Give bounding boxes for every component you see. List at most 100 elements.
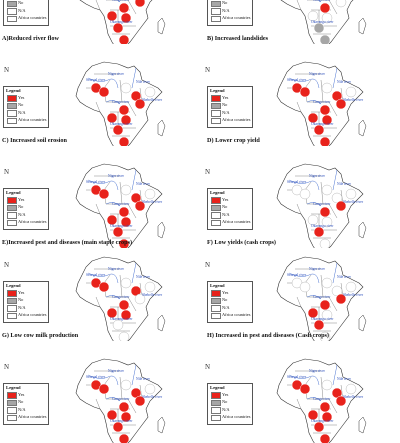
site-point [118, 401, 130, 413]
site-point [120, 379, 132, 391]
map-panel: Niger river Nile river Congo river Okavango… [0, 160, 199, 248]
site-point [112, 124, 124, 136]
river-label: Okavango river [311, 419, 334, 423]
legend-item: Africa countries [7, 312, 47, 319]
madagascar-outline [358, 314, 367, 332]
legend-label: Yes [18, 391, 25, 397]
river-label: Okavango river [110, 317, 133, 321]
legend-swatch [7, 219, 17, 226]
site-point [106, 112, 118, 124]
legend-label: Africa countries [18, 414, 47, 419]
river-label: Okavango river [110, 419, 133, 423]
legend-swatch [7, 117, 17, 124]
country-border [95, 0, 101, 11]
madagascar-outline [157, 221, 166, 239]
river-label: Congo river [112, 100, 130, 104]
country-border [95, 296, 101, 308]
site-point [118, 206, 130, 218]
site-point [319, 238, 331, 248]
legend-swatch [211, 290, 221, 297]
legend-item: Africa countries [211, 312, 251, 319]
site-point [118, 331, 130, 341]
panel-caption: G) Low cow milk production [2, 332, 79, 339]
legend-item: No [7, 0, 47, 7]
river-label: Shebelle river [142, 200, 163, 204]
legend-label: Africa countries [18, 15, 47, 20]
site-point [313, 421, 325, 433]
site-point [118, 238, 130, 248]
site-point [321, 82, 333, 94]
legend-label: N/A [222, 211, 230, 217]
river-line [306, 202, 322, 207]
legend-swatch [7, 399, 17, 406]
legend-swatch [7, 197, 17, 204]
site-point [335, 293, 347, 305]
site-point [118, 136, 130, 146]
site-point [120, 309, 132, 321]
legend-item: Yes [211, 197, 251, 204]
site-point [321, 309, 333, 321]
north-arrow-icon: N [4, 66, 10, 74]
legend-label: N/A [18, 211, 26, 217]
africa-map [75, 256, 166, 341]
site-point [134, 200, 146, 212]
river-label: Senegal river [287, 375, 307, 379]
site-point [120, 114, 132, 126]
site-point [335, 200, 347, 212]
site-point [299, 383, 311, 395]
legend-label: Africa countries [18, 312, 47, 317]
country-border [95, 101, 101, 113]
site-point [144, 383, 156, 395]
legend-item: Yes [211, 392, 251, 399]
legend-label: No [222, 297, 228, 302]
site-point [319, 104, 331, 116]
country-border [328, 296, 338, 312]
river-label: Nile river [337, 80, 351, 84]
legend-label: Africa countries [18, 117, 47, 122]
river-line [87, 77, 119, 89]
river-label: Shebelle river [343, 98, 364, 102]
river-label: Shebelle river [142, 98, 163, 102]
africa-outline [280, 0, 354, 44]
legend-label: Yes [18, 289, 25, 295]
legend-swatch [7, 297, 17, 304]
site-point [118, 433, 130, 443]
legend-item: Africa countries [7, 15, 47, 22]
site-point [106, 10, 118, 22]
map-panel: Niger river Nile river Congo river Okavango… [0, 58, 199, 146]
legend-item: No [211, 204, 251, 211]
river-label: Okavango river [110, 20, 133, 24]
river-label: Niger river [309, 369, 325, 373]
panel-caption: E)Increased pest and diseases (main stap… [2, 239, 133, 246]
legend-item: Yes [7, 289, 47, 297]
river-line [288, 77, 320, 89]
legend-item: Africa countries [211, 15, 251, 22]
legend-item: No [7, 297, 47, 304]
country-border [296, 101, 302, 113]
country-border [119, 181, 123, 205]
legend-swatch [7, 414, 17, 421]
site-point [345, 383, 357, 395]
madagascar-outline [157, 17, 166, 35]
site-point [335, 0, 347, 8]
river-label: Nile river [136, 182, 150, 186]
river-label: Niger river [108, 174, 124, 178]
country-border [127, 296, 137, 312]
river-label: Okavango river [311, 122, 334, 126]
country-border [320, 79, 324, 103]
legend-item: N/A [7, 211, 47, 219]
legend-label: N/A [222, 406, 230, 412]
site-point [144, 188, 156, 200]
river-line [131, 262, 137, 284]
legend-label: Africa countries [222, 414, 251, 419]
country-border [328, 101, 338, 117]
madagascar-outline [358, 416, 367, 434]
north-arrow-icon: N [205, 168, 211, 176]
country-border [320, 274, 324, 298]
